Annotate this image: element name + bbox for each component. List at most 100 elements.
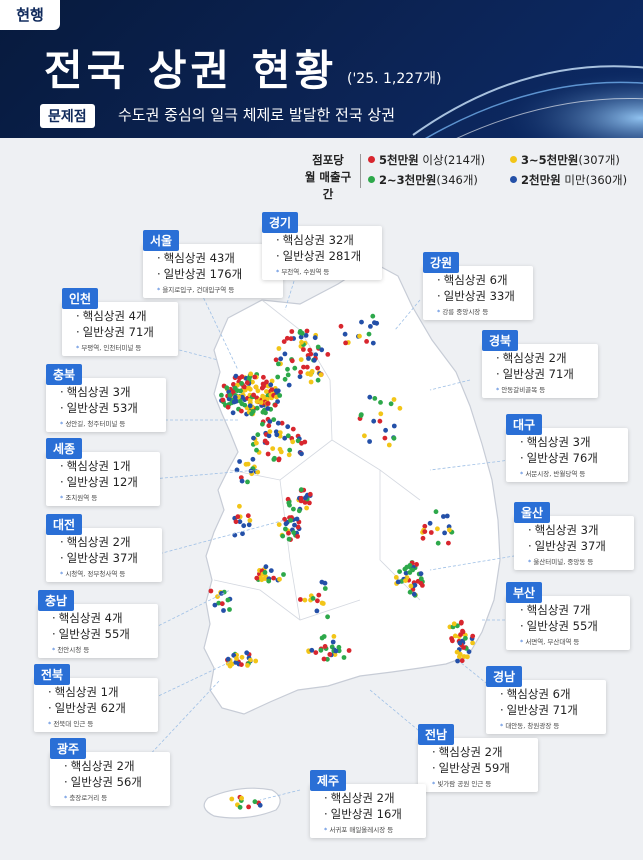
- header-banner: 현행 전국 상권 현황 ('25. 1,227개) 문제점 수도권 중심의 일극…: [0, 0, 643, 138]
- store-dot: [455, 658, 460, 664]
- store-dot: [232, 395, 238, 400]
- store-dot: [285, 366, 290, 372]
- legend-item-yellow: 3~5천만원(307개): [510, 152, 620, 168]
- store-dot: [306, 356, 311, 361]
- store-dot: [250, 409, 256, 414]
- store-dot: [304, 505, 309, 511]
- store-dot: [227, 607, 232, 612]
- store-dot: [403, 570, 409, 576]
- store-dot: [433, 509, 439, 515]
- region-card-chungnam: 핵심상권 4개일반상권 55개천안시청 등: [38, 604, 158, 658]
- store-dot: [402, 566, 408, 572]
- store-dot: [465, 654, 470, 660]
- store-dot: [237, 459, 243, 464]
- store-dot: [290, 439, 296, 445]
- store-dot: [254, 399, 260, 404]
- store-dot: [268, 568, 274, 573]
- store-dot: [235, 514, 241, 520]
- region-card-incheon: 핵심상권 4개일반상권 71개부평역, 인천터미널 등: [62, 302, 178, 356]
- store-dot: [309, 369, 315, 374]
- store-dot: [391, 423, 397, 429]
- store-dot: [255, 432, 261, 438]
- store-dot: [264, 440, 270, 446]
- store-dot: [297, 374, 303, 380]
- store-dot: [271, 417, 277, 422]
- store-dot: [230, 410, 236, 416]
- store-dot: [241, 523, 247, 529]
- region-label-jeonnam: 전남: [418, 724, 455, 745]
- store-dot: [254, 395, 260, 401]
- store-dot: [428, 530, 434, 535]
- store-dot: [463, 635, 468, 641]
- region-card-daejeon: 핵심상권 2개일반상권 37개시청역, 정부청사역 등: [46, 528, 162, 582]
- store-dot: [447, 527, 452, 533]
- store-dot: [382, 435, 388, 441]
- store-dot: [285, 372, 291, 378]
- store-dot: [290, 426, 296, 432]
- region-label-gwangju: 광주: [50, 738, 87, 759]
- store-dot: [343, 340, 348, 346]
- store-dot: [304, 364, 310, 370]
- green-dot-icon: [368, 176, 375, 183]
- store-dot: [370, 313, 376, 319]
- store-dot: [442, 530, 447, 536]
- store-dot: [391, 397, 397, 402]
- store-dot: [260, 409, 266, 415]
- store-dot: [411, 591, 417, 597]
- store-dot: [408, 583, 414, 589]
- store-dot: [357, 333, 362, 339]
- store-dot: [461, 645, 466, 650]
- store-dot: [231, 382, 236, 387]
- store-dot: [281, 339, 287, 344]
- store-dot: [333, 648, 339, 654]
- store-dot: [239, 478, 245, 484]
- store-dot: [246, 376, 252, 382]
- region-label-daejeon: 대전: [46, 514, 83, 535]
- store-dot: [364, 339, 369, 344]
- store-dot: [277, 393, 283, 398]
- store-dot: [251, 392, 256, 398]
- store-dot: [234, 656, 239, 661]
- store-dot: [295, 438, 301, 444]
- store-dot: [342, 331, 348, 337]
- legend-title: 점포당 월 매출구간: [304, 153, 352, 201]
- store-dot: [276, 522, 282, 527]
- store-dot: [325, 352, 331, 357]
- store-dot: [294, 516, 300, 522]
- store-dot: [254, 447, 259, 453]
- store-dot: [233, 519, 239, 525]
- store-dot: [255, 469, 261, 475]
- store-dot: [248, 371, 254, 377]
- store-dot: [307, 500, 312, 506]
- store-dot: [454, 649, 460, 655]
- store-dot: [313, 352, 319, 358]
- region-label-daegu: 대구: [506, 414, 543, 435]
- dot-clusters: [208, 313, 476, 810]
- store-dot: [388, 401, 394, 407]
- store-dot: [292, 522, 297, 528]
- store-dot: [276, 346, 282, 351]
- store-dot: [264, 389, 269, 394]
- store-dot: [242, 384, 247, 390]
- store-dot: [444, 513, 450, 519]
- store-dot: [292, 365, 298, 371]
- problem-badge: 문제점: [40, 104, 95, 128]
- store-dot: [287, 447, 293, 453]
- store-dot: [358, 413, 364, 418]
- region-card-chungbuk: 핵심상권 3개일반상권 53개성안길, 청주터미널 등: [46, 378, 166, 432]
- store-dot: [289, 358, 295, 364]
- store-dot: [403, 578, 408, 583]
- store-dot: [250, 379, 255, 385]
- store-dot: [212, 602, 218, 608]
- region-label-gyeongnam: 경남: [486, 666, 523, 687]
- store-dot: [272, 455, 277, 461]
- store-dot: [234, 467, 240, 473]
- region-card-busan: 핵심상권 7개일반상권 55개서면역, 부산대역 등: [506, 596, 630, 650]
- region-card-jeonnam: 핵심상권 2개일반상권 59개빛가람 공원 인근 등: [418, 738, 538, 792]
- region-label-incheon: 인천: [62, 288, 99, 309]
- store-dot: [275, 374, 281, 380]
- store-dot: [233, 660, 239, 665]
- store-dot: [362, 433, 367, 439]
- store-dot: [457, 640, 463, 646]
- store-dot: [377, 418, 383, 424]
